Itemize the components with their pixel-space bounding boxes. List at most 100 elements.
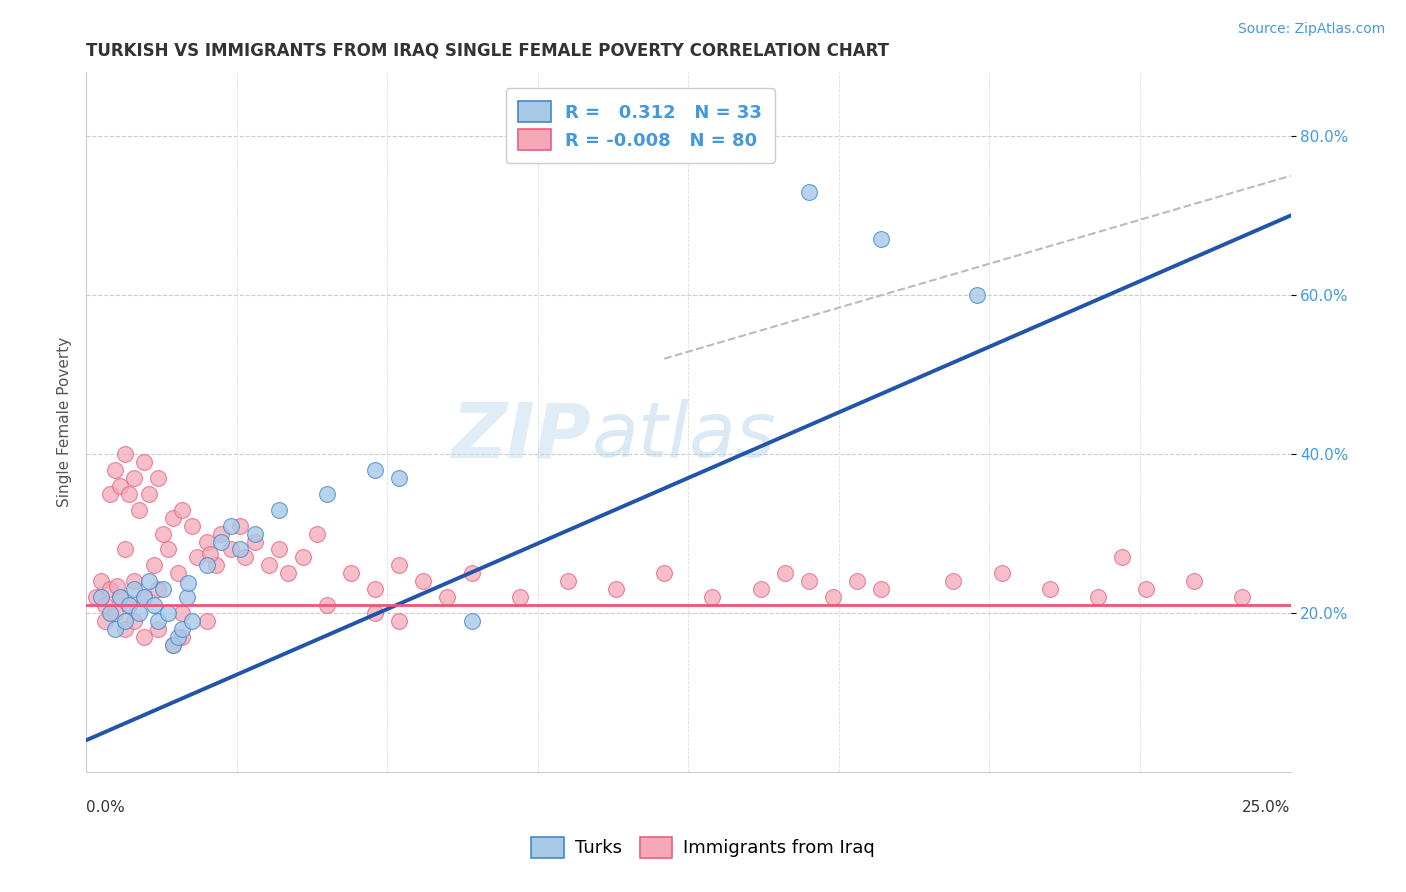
Point [243, 534, 266, 549]
Point [181, 614, 204, 628]
Point [1039, 582, 1062, 597]
Point [108, 590, 131, 604]
Point [942, 574, 965, 589]
Point [172, 630, 194, 644]
Point [388, 471, 411, 485]
Point [181, 518, 204, 533]
Point [195, 558, 218, 573]
Point [797, 574, 820, 589]
Legend: R =   0.312   N = 33, R = -0.008   N = 80: R = 0.312 N = 33, R = -0.008 N = 80 [506, 88, 775, 162]
Point [128, 502, 150, 516]
Point [104, 463, 127, 477]
Point [148, 582, 170, 597]
Point [89, 590, 111, 604]
Point [132, 455, 155, 469]
Point [122, 614, 145, 628]
Point [821, 590, 844, 604]
Point [118, 598, 141, 612]
Point [749, 582, 772, 597]
Point [162, 638, 184, 652]
Point [364, 463, 387, 477]
Point [214, 567, 236, 582]
Point [172, 606, 194, 620]
Point [152, 582, 174, 597]
Y-axis label: Single Female Poverty: Single Female Poverty [58, 337, 72, 508]
Point [114, 622, 136, 636]
Point [557, 574, 579, 589]
Point [172, 502, 194, 516]
Point [142, 558, 165, 573]
Point [166, 566, 188, 581]
Point [257, 558, 280, 573]
Point [132, 590, 155, 604]
Point [122, 582, 145, 597]
Point [138, 487, 160, 501]
Point [509, 590, 531, 604]
Point [605, 582, 627, 597]
Point [104, 606, 127, 620]
Point [84, 590, 107, 604]
Point [797, 185, 820, 199]
Point [195, 614, 218, 628]
Point [229, 518, 252, 533]
Point [98, 582, 121, 597]
Point [108, 479, 131, 493]
Point [114, 447, 136, 461]
Point [142, 598, 165, 612]
Point [436, 590, 458, 604]
Point [132, 590, 155, 604]
Point [846, 574, 869, 589]
Point [205, 558, 228, 573]
Point [316, 487, 339, 501]
Point [108, 590, 131, 604]
Point [156, 542, 179, 557]
Text: 25.0%: 25.0% [1243, 800, 1291, 815]
Point [233, 550, 256, 565]
Point [132, 630, 155, 644]
Point [652, 566, 675, 581]
Point [118, 487, 141, 501]
Point [316, 598, 339, 612]
Point [1111, 550, 1133, 565]
Point [267, 502, 290, 516]
Point [152, 526, 174, 541]
Point [1182, 574, 1205, 589]
Point [460, 614, 482, 628]
Point [132, 551, 155, 566]
Point [104, 622, 127, 636]
Legend: Turks, Immigrants from Iraq: Turks, Immigrants from Iraq [524, 830, 882, 865]
Point [702, 590, 724, 604]
Point [305, 584, 328, 599]
Point [209, 534, 232, 549]
Point [122, 574, 145, 589]
Point [176, 590, 198, 604]
Point [219, 542, 242, 557]
Point [870, 232, 893, 246]
Point [460, 566, 482, 581]
Point [186, 550, 208, 565]
Point [307, 526, 329, 541]
Point [340, 566, 363, 581]
Point [138, 574, 160, 589]
Point [148, 614, 170, 628]
Point [277, 566, 299, 581]
Point [98, 606, 121, 620]
Point [364, 582, 387, 597]
Point [114, 542, 136, 557]
Point [166, 630, 188, 644]
Point [966, 288, 988, 302]
Point [1087, 590, 1109, 604]
Point [98, 487, 121, 501]
Point [1135, 582, 1157, 597]
Point [118, 598, 141, 612]
Point [114, 614, 136, 628]
Point [388, 614, 411, 628]
Point [94, 598, 117, 612]
Point [128, 606, 150, 620]
Point [122, 471, 145, 485]
Point [172, 622, 194, 636]
Point [1232, 590, 1254, 604]
Point [291, 550, 314, 565]
Point [364, 606, 387, 620]
Point [219, 518, 242, 533]
